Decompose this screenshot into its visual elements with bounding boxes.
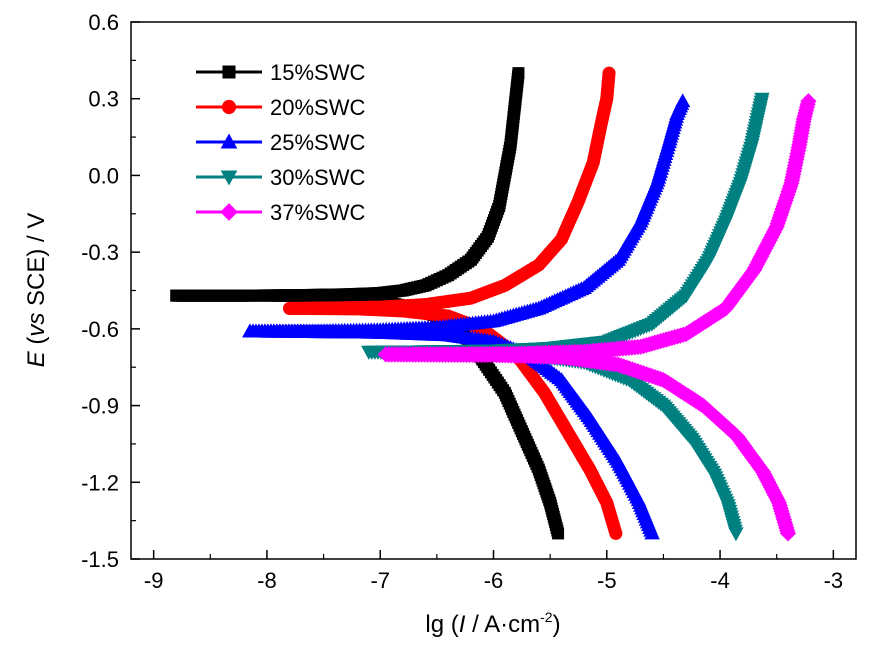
data-point-marker xyxy=(552,527,565,540)
data-point-marker xyxy=(512,67,525,80)
x-axis-label-sup: -2 xyxy=(540,609,553,625)
x-axis-label: lg (I / A·cm-2) xyxy=(425,609,560,638)
y-tick-label: -0.9 xyxy=(81,394,119,419)
cathodic-markers xyxy=(377,346,797,542)
legend: 15%SWC 20%SWC 25%SWC 30%SWC 37%SWC xyxy=(196,60,365,225)
y-axis-label-vs: vs xyxy=(23,313,50,337)
x-tick-label: -3 xyxy=(824,568,844,593)
y-axis-label: E (vs SCE) / V xyxy=(23,213,50,368)
data-point-marker xyxy=(779,525,797,542)
y-axis-label-b: SCE) / V xyxy=(23,213,50,313)
legend-marker xyxy=(220,203,238,221)
y-tick-label: 0.0 xyxy=(88,163,119,188)
x-axis-label-mid: / A·cm xyxy=(465,611,540,638)
legend-entry: 15%SWC xyxy=(196,60,365,85)
data-point-marker xyxy=(800,93,817,110)
x-tick-label: -8 xyxy=(257,568,277,593)
legend-entry: 20%SWC xyxy=(196,95,365,120)
legend-entry: 25%SWC xyxy=(196,130,365,155)
data-point-marker xyxy=(754,92,770,107)
series-20-pct-swc xyxy=(283,66,623,540)
x-tick-label: -5 xyxy=(597,568,617,593)
legend-label: 25%SWC xyxy=(270,130,365,155)
x-tick-label: -6 xyxy=(484,568,504,593)
legend-marker xyxy=(220,170,238,186)
legend-label: 15%SWC xyxy=(270,60,365,85)
legend-label: 20%SWC xyxy=(270,95,365,120)
y-tick-label: -1.2 xyxy=(81,470,119,495)
data-point-marker xyxy=(609,526,623,540)
axis-ticks xyxy=(131,21,835,560)
y-tick-label: -1.5 xyxy=(81,547,119,572)
legend-marker xyxy=(222,65,236,79)
legend-label: 37%SWC xyxy=(270,200,365,225)
y-axis-label-a: ( xyxy=(23,337,50,352)
y-tick-label: -0.6 xyxy=(81,317,119,342)
data-series xyxy=(170,66,817,542)
series-37-pct-swc xyxy=(377,93,817,542)
y-tick-label: 0.6 xyxy=(88,10,119,35)
x-tick-label: -4 xyxy=(710,568,730,593)
legend-entry: 37%SWC xyxy=(196,200,365,225)
data-point-marker xyxy=(644,525,660,540)
legend-entry: 30%SWC xyxy=(196,165,365,190)
data-point-marker xyxy=(602,66,616,80)
x-axis-label-post: ) xyxy=(553,611,561,638)
y-tick-labels: -1.5 -1.2 -0.9 -0.6 -0.3 0.0 0.3 0.6 xyxy=(81,10,119,572)
y-axis-label-e: E xyxy=(23,350,50,367)
y-tick-label: 0.3 xyxy=(88,87,119,112)
legend-marker xyxy=(221,99,237,115)
legend-label: 30%SWC xyxy=(270,165,365,190)
y-tick-label: -0.3 xyxy=(81,240,119,265)
x-axis-label-pre: lg ( xyxy=(425,611,458,638)
series-25-pct-swc xyxy=(242,93,691,540)
data-point-marker xyxy=(674,93,691,108)
x-tick-label: -9 xyxy=(144,568,164,593)
x-tick-labels: -9 -8 -7 -6 -5 -4 -3 xyxy=(144,568,843,593)
data-point-marker xyxy=(728,527,744,542)
x-tick-label: -7 xyxy=(370,568,390,593)
x-axis-label-italic: I xyxy=(459,611,466,638)
legend-marker xyxy=(220,133,238,149)
